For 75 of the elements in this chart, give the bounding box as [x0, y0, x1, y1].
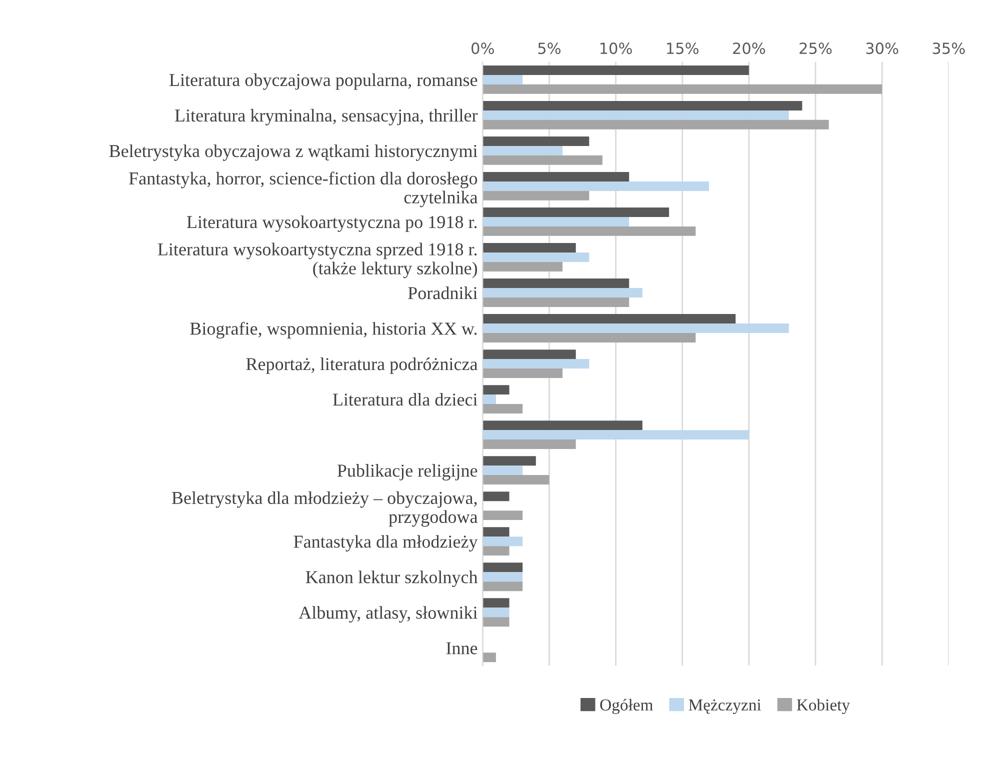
bar [482, 394, 496, 404]
bar [482, 562, 523, 572]
bar [482, 181, 709, 191]
bar [482, 617, 510, 627]
bar [482, 243, 576, 253]
bar [482, 146, 563, 156]
bar [482, 136, 590, 146]
y-tick-label: Beletrystyka obyczajowa z wątkami historycznymi [109, 144, 478, 161]
y-tick-label: Beletrystyka dla młodzieży – obyczajowa, przygodowa [172, 491, 478, 527]
bar [482, 314, 736, 324]
bar [482, 226, 696, 236]
bar [482, 288, 642, 298]
bar [482, 456, 536, 466]
bar [482, 510, 523, 520]
bar [482, 208, 670, 217]
y-tick-label: Literatura wysokoartystyczna sprzed 1918 r. (także lektury szkolne) [158, 242, 477, 278]
bar [482, 440, 576, 450]
bar [482, 430, 749, 440]
bar [482, 492, 510, 502]
y-tick-label: Literatura obyczajowa popularna, romanse [169, 73, 478, 90]
bar [482, 475, 550, 485]
bar [482, 598, 510, 608]
y-tick-label: Fantastyka dla młodzieży [294, 535, 478, 552]
bar [482, 350, 576, 360]
bar [482, 84, 882, 94]
bar [482, 359, 590, 369]
x-tick-label: 20% [733, 42, 766, 54]
y-tick-label: Fantastyka, horror, science-fiction dla dorosłego czytelnika [129, 172, 478, 208]
legend-label: Ogółem [600, 698, 653, 714]
bar [482, 582, 523, 592]
legend-label: Mężczyzni [688, 699, 762, 714]
y-tick-label: Poradniki [408, 286, 478, 300]
x-tick-label: 10% [600, 42, 632, 54]
y-tick-label: Kanon lektur szkolnych [306, 570, 478, 588]
bar [482, 404, 523, 414]
x-tick-label: 35% [932, 42, 965, 54]
x-tick-label: 30% [866, 42, 898, 54]
bar [482, 65, 749, 75]
bar [482, 608, 510, 618]
bar [482, 324, 789, 333]
bar [482, 216, 630, 226]
y-tick-label: Literatura wysokoartystyczna po 1918 r. [186, 215, 477, 232]
y-tick-label: Reportaż, literatura podróżnicza [246, 358, 478, 374]
bar [482, 466, 523, 476]
bar [482, 100, 802, 110]
x-tick-label: 25% [800, 42, 832, 54]
legend-label: Kobiety [796, 698, 850, 714]
bar [482, 527, 510, 537]
bar [482, 155, 602, 165]
y-tick-label: Biografie, wspomnienia, historia XX w. [190, 322, 477, 339]
bar [482, 420, 642, 430]
bar [482, 385, 510, 395]
y-tick-label: Literatura kryminalna, sensacyjna, thriller [174, 108, 478, 126]
y-tick-label: Publikacje religijne [337, 464, 478, 480]
bar [482, 110, 789, 120]
x-tick-label: 15% [667, 42, 698, 54]
x-tick-label: 0% [472, 42, 494, 54]
bar [482, 368, 563, 378]
bar [482, 652, 496, 662]
y-tick-label: Inne [446, 642, 478, 654]
y-tick-label: Albumy, atlasy, słowniki [298, 606, 478, 623]
bar [482, 190, 590, 200]
y-tick-label: Literatura dla dzieci [332, 393, 478, 406]
bar [482, 546, 510, 556]
bar [482, 278, 630, 288]
bar [482, 252, 590, 262]
bar [482, 536, 523, 546]
bar [482, 262, 563, 272]
bar [482, 172, 630, 182]
x-tick-label: 5% [538, 42, 560, 54]
bar [482, 572, 523, 582]
bar [482, 120, 829, 130]
bar [482, 333, 696, 342]
bar [482, 74, 523, 84]
bar [482, 297, 630, 307]
